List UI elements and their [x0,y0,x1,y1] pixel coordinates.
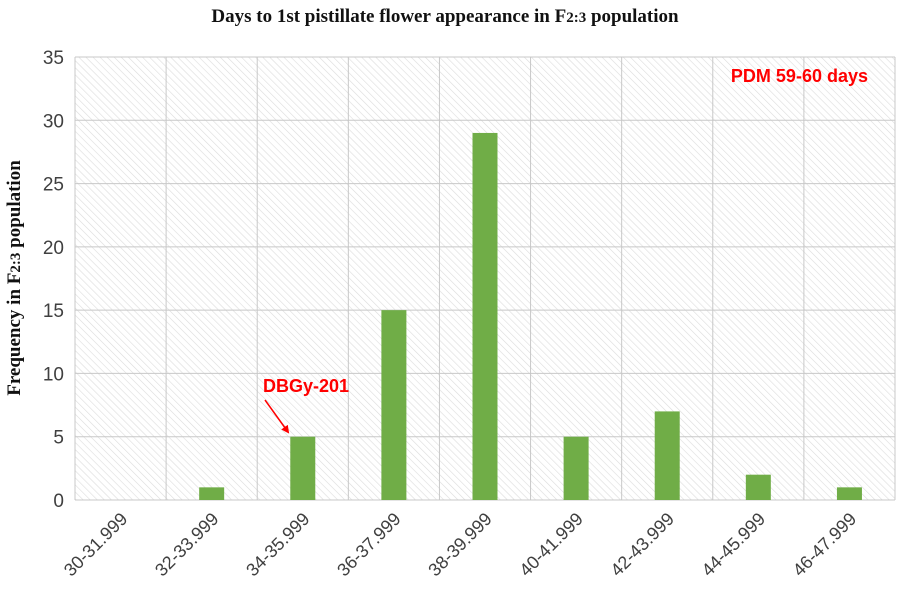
y-tick-label: 15 [43,301,64,322]
bar [654,411,680,500]
x-tick-label: 46-47.999 [789,509,860,580]
annotation-pdm: PDM 59-60 days [731,66,868,86]
x-tick-labels: 30-31.999 32-33.999 34-35.999 36-37.999 38-3… [60,509,860,580]
bar [199,487,225,500]
bar [290,436,316,500]
bar [472,132,498,500]
y-tick-label: 25 [43,175,64,196]
x-tick-label: 32-33.999 [151,509,222,580]
y-axis-label: Frequency in F2:3 population [4,160,25,396]
x-tick-label: 30-31.999 [60,509,131,580]
annotation-dbgy: DBGy-201 [263,376,349,396]
x-tick-label: 36-37.999 [333,509,404,580]
y-tick-labels: 0 5 10 15 20 25 30 35 [43,48,64,512]
x-tick-label: 34-35.999 [242,509,313,580]
y-axis-label-part: Frequency in F [4,273,25,396]
bar [745,474,771,500]
bar [381,310,407,500]
x-tick-label: 42-43.999 [607,509,678,580]
y-tick-label: 35 [43,48,64,69]
chart-title-part: Days to 1st pistillate flower appearance… [211,6,566,27]
bar [836,487,862,500]
annotation-arrow [264,399,290,434]
chart-title: Days to 1st pistillate flower appearance… [211,6,679,27]
chart-title-part: population [586,6,679,27]
bar [563,436,589,500]
bars [199,132,862,500]
y-axis-label-subscript: 2:3 [8,253,24,273]
y-axis-label-part: population [4,160,25,253]
chart-title-subscript: 2:3 [566,10,586,26]
y-tick-label: 30 [43,111,64,132]
y-tick-label: 20 [43,238,64,259]
x-tick-label: 44-45.999 [698,509,769,580]
y-tick-label: 5 [53,428,64,449]
y-tick-label: 0 [53,491,64,512]
x-tick-label: 40-41.999 [515,509,586,580]
y-tick-label: 10 [43,364,64,385]
x-tick-label: 38-39.999 [424,509,495,580]
vertical-gridlines [74,57,896,500]
